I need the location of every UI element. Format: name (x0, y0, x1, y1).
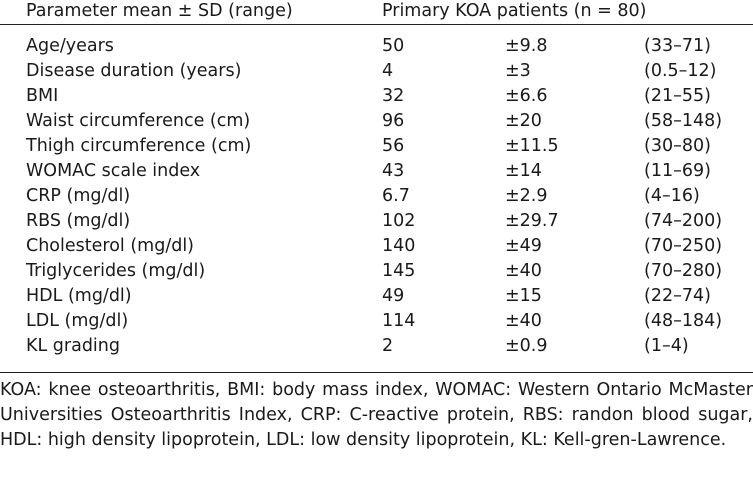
cell-sd: ±14 (505, 161, 542, 181)
cell-sd: ±11.5 (505, 136, 559, 156)
header-parameter: Parameter mean ± SD (range) (26, 1, 293, 21)
cell-range: (70–280) (644, 261, 723, 281)
cell-range: (70–250) (644, 236, 723, 256)
cell-sd: ±40 (505, 311, 542, 331)
cell-range: (48–184) (644, 311, 723, 331)
table-bottom-rule (0, 372, 753, 373)
cell-mean: 49 (382, 286, 405, 306)
cell-mean: 6.7 (382, 186, 410, 206)
cell-sd: ±6.6 (505, 86, 548, 106)
cell-parameter: Disease duration (years) (26, 61, 242, 81)
table-row: Waist circumference (cm) 96 ±20 (58–148) (0, 109, 753, 134)
table-footnote: KOA: knee osteoarthritis, BMI: body mass… (0, 380, 753, 450)
cell-range: (30–80) (644, 136, 711, 156)
cell-parameter: Triglycerides (mg/dl) (26, 261, 206, 281)
cell-sd: ±15 (505, 286, 542, 306)
table-row: LDL (mg/dl) 114 ±40 (48–184) (0, 309, 753, 334)
cell-mean: 50 (382, 36, 405, 56)
table-row: BMI 32 ±6.6 (21–55) (0, 84, 753, 109)
cell-parameter: CRP (mg/dl) (26, 186, 131, 206)
table-row: WOMAC scale index 43 ±14 (11–69) (0, 159, 753, 184)
cell-range: (11–69) (644, 161, 711, 181)
table-row: Triglycerides (mg/dl) 145 ±40 (70–280) (0, 259, 753, 284)
cell-mean: 32 (382, 86, 405, 106)
cell-parameter: Waist circumference (cm) (26, 111, 251, 131)
cell-mean: 114 (382, 311, 416, 331)
cell-range: (21–55) (644, 86, 711, 106)
table-row: Age/years 50 ±9.8 (33–71) (0, 34, 753, 59)
cell-mean: 4 (382, 61, 394, 81)
cell-mean: 102 (382, 211, 416, 231)
cell-parameter: BMI (26, 86, 59, 106)
cell-parameter: RBS (mg/dl) (26, 211, 131, 231)
cell-mean: 56 (382, 136, 405, 156)
table-row: KL grading 2 ±0.9 (1–4) (0, 334, 753, 359)
cell-parameter: Thigh circumference (cm) (26, 136, 252, 156)
cell-sd: ±9.8 (505, 36, 548, 56)
header-patients: Primary KOA patients (n = 80) (382, 1, 647, 21)
cell-range: (58–148) (644, 111, 723, 131)
cell-range: (0.5–12) (644, 61, 717, 81)
cell-mean: 145 (382, 261, 416, 281)
cell-sd: ±29.7 (505, 211, 559, 231)
cell-range: (1–4) (644, 336, 689, 356)
cell-parameter: Age/years (26, 36, 114, 56)
cell-range: (74–200) (644, 211, 723, 231)
cell-range: (4–16) (644, 186, 700, 206)
table-row: RBS (mg/dl) 102 ±29.7 (74–200) (0, 209, 753, 234)
cell-parameter: LDL (mg/dl) (26, 311, 129, 331)
table-row: CRP (mg/dl) 6.7 ±2.9 (4–16) (0, 184, 753, 209)
cell-sd: ±40 (505, 261, 542, 281)
cell-range: (22–74) (644, 286, 711, 306)
cell-sd: ±20 (505, 111, 542, 131)
table-row: Disease duration (years) 4 ±3 (0.5–12) (0, 59, 753, 84)
cell-sd: ±3 (505, 61, 531, 81)
cell-mean: 43 (382, 161, 405, 181)
cell-parameter: WOMAC scale index (26, 161, 201, 181)
cell-parameter: HDL (mg/dl) (26, 286, 132, 306)
cell-sd: ±2.9 (505, 186, 548, 206)
cell-sd: ±49 (505, 236, 542, 256)
table-top-rule (0, 24, 753, 25)
cell-range: (33–71) (644, 36, 711, 56)
cell-parameter: KL grading (26, 336, 120, 356)
cell-sd: ±0.9 (505, 336, 548, 356)
table-row: Cholesterol (mg/dl) 140 ±49 (70–250) (0, 234, 753, 259)
cell-mean: 96 (382, 111, 405, 131)
table-row: HDL (mg/dl) 49 ±15 (22–74) (0, 284, 753, 309)
cell-mean: 140 (382, 236, 416, 256)
cell-mean: 2 (382, 336, 394, 356)
cell-parameter: Cholesterol (mg/dl) (26, 236, 195, 256)
table-row: Thigh circumference (cm) 56 ±11.5 (30–80… (0, 134, 753, 159)
